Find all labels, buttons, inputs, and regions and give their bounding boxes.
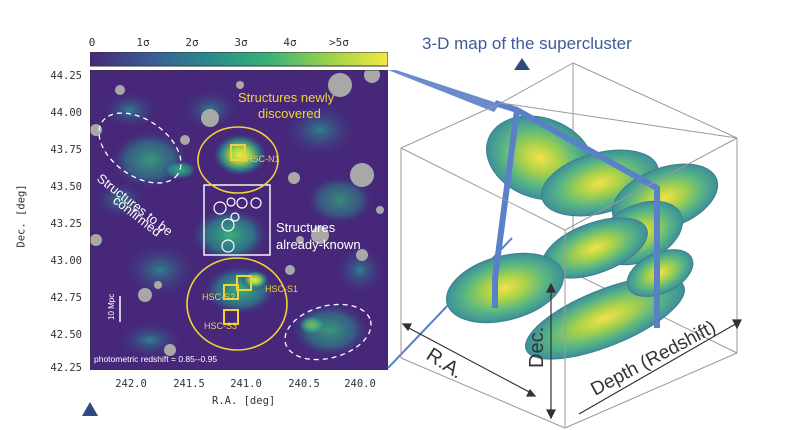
x-tick-label: 240.0 [344, 378, 376, 390]
cube-front-edges [400, 102, 738, 429]
candidate-region-north [98, 112, 182, 184]
y-tick-label: 42.25 [50, 362, 82, 374]
new-structure-south-ring [186, 257, 288, 351]
scale-bar-label: 10 Mpc [107, 294, 116, 320]
x-tick-label: 241.0 [230, 378, 262, 390]
hsc-s1-label: HSC-S1 [265, 284, 298, 294]
candidate-region-south [284, 303, 372, 361]
y-tick-label: 43.75 [50, 144, 82, 156]
supercluster-3d-cube: R.A. Dec. Depth (Redshift) [400, 62, 742, 429]
up-triangle-icon [514, 58, 530, 70]
y-tick-label: 44.00 [50, 107, 82, 119]
axis-label-dec: Dec. [526, 327, 548, 368]
colorbar-label: 0 [88, 36, 96, 49]
sky-density-map: Structures newly discovered HSC-N1 HSC-S… [90, 70, 388, 370]
cube-axis-arrows [401, 282, 742, 420]
hsc-s3-marker [223, 309, 239, 325]
colorbar-label: 1σ [136, 36, 150, 49]
hsc-s2-label: HSC-S2 [202, 292, 235, 302]
masked-regions [90, 70, 384, 356]
known-structures-label-1: Structures [276, 220, 336, 235]
x-axis-label: R.A. [deg] [212, 395, 276, 407]
hsc-n1-marker [230, 144, 246, 161]
map-title: 3-D map of the supercluster [422, 34, 632, 53]
highlighted-slab-frame [492, 100, 660, 328]
new-cluster-boxes [223, 144, 252, 325]
new-structures-label-1: Structures newly [238, 90, 335, 105]
y-tick-label: 42.50 [50, 329, 82, 341]
colorbar [90, 52, 388, 67]
x-tick-label: 242.0 [115, 378, 147, 390]
new-structures-label-2: discovered [258, 106, 321, 121]
y-tick-label: 44.25 [50, 70, 82, 82]
x-tick-label: 241.5 [173, 378, 205, 390]
y-tick-label: 42.75 [50, 292, 82, 304]
up-triangle-icon [82, 402, 98, 416]
hsc-s2-marker [223, 284, 239, 300]
hsc-n1-label: HSC-N1 [246, 154, 280, 164]
known-cluster-markers [213, 197, 262, 253]
y-tick-label: 43.25 [50, 218, 82, 230]
known-structures-box [203, 184, 271, 256]
y-tick-label: 43.50 [50, 181, 82, 193]
hsc-s3-label: HSC-S3 [204, 321, 237, 331]
colorbar-label: 4σ [283, 36, 297, 49]
new-structure-north-ring [197, 126, 279, 194]
density-texture [92, 88, 386, 360]
known-structures-label-2: already-known [276, 237, 361, 252]
redshift-note: photometric redshift = 0.85--0.95 [94, 354, 217, 364]
x-tick-label: 240.5 [288, 378, 320, 390]
colorbar-label: >5σ [329, 36, 349, 49]
colorbar-label: 3σ [234, 36, 248, 49]
axis-label-ra: R.A. [422, 344, 467, 384]
colorbar-label: 2σ [185, 36, 199, 49]
y-tick-label: 43.00 [50, 255, 82, 267]
hsc-s1-marker [236, 275, 252, 291]
